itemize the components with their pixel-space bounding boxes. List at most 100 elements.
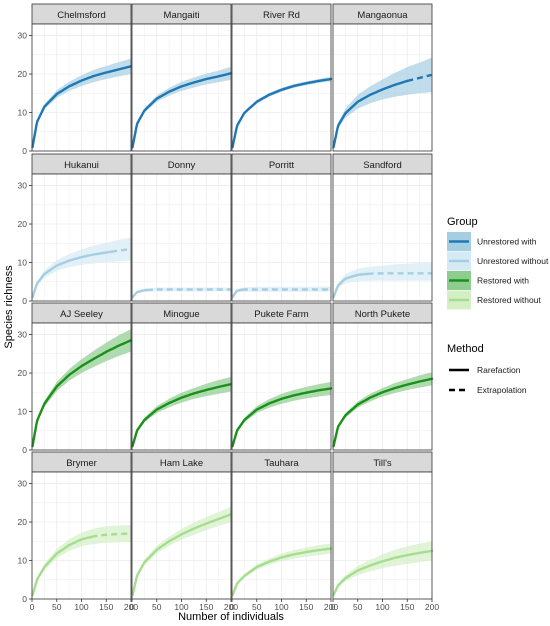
panel-border [332, 23, 433, 152]
legend-item-group: Unrestored without [447, 251, 549, 271]
legend-item-group: Restored without [447, 290, 541, 310]
panel-border [131, 322, 232, 451]
panel-border [131, 173, 232, 302]
x-tick-label: 50 [353, 602, 363, 612]
y-tick-label: 10 [18, 108, 28, 118]
rarefaction-line [332, 272, 369, 299]
y-tick-label: 20 [18, 517, 28, 527]
x-axis-title: Number of individuals [178, 611, 284, 623]
extrapolation-line [111, 247, 131, 253]
panel: Porritt [231, 153, 332, 302]
confidence-ribbon [132, 506, 231, 596]
panel: Ham Lake 0 50 100 150 200 [130, 451, 238, 612]
x-tick-label: 100 [174, 602, 188, 612]
legend-item-method: Extrapolation [449, 385, 527, 395]
panel: Sandford [332, 153, 433, 302]
panel: Hukanui 0 10 20 30 [18, 153, 132, 306]
x-tick-label: 150 [299, 602, 313, 612]
y-tick-label: 30 [18, 330, 28, 340]
panel: Donny [131, 153, 232, 302]
panel-strip-label: Sandford [363, 160, 402, 171]
panel-border [332, 173, 433, 302]
x-tick-label: 200 [324, 602, 338, 612]
y-tick-label: 10 [18, 258, 28, 268]
panel-border [131, 23, 232, 152]
y-tick-label: 20 [18, 368, 28, 378]
rarefaction-line [131, 72, 233, 149]
legend-label-group: Unrestored with [477, 237, 537, 247]
panel: Tauhara 0 50 100 150 200 [230, 451, 338, 612]
x-tick-label: 100 [274, 602, 288, 612]
x-tick-label: 200 [224, 602, 238, 612]
panel: River Rd [231, 3, 333, 152]
y-axis-title: Species richness [3, 265, 15, 349]
y-tick-label: 0 [22, 296, 27, 306]
panel-border [31, 173, 132, 302]
rarefaction-line [131, 288, 148, 299]
panel-strip-label: Mangaiti [164, 10, 200, 21]
method-legend-entries: Rarefaction Extrapolation [449, 365, 527, 395]
panel-strip-label: Tauhara [264, 458, 299, 469]
rarefaction-line [31, 535, 93, 597]
rarefaction-line [31, 65, 133, 149]
panel: Minogue [131, 302, 233, 451]
panel-border [332, 322, 433, 451]
confidence-ribbon [232, 543, 331, 596]
panel: Mangaonua [332, 3, 433, 152]
x-tick-label: 150 [400, 602, 414, 612]
method-legend-title: Method [447, 343, 484, 355]
legend-item-group: Unrestored with [447, 232, 537, 251]
panel-strip-label: Donny [168, 160, 196, 171]
legend-label-method: Extrapolation [477, 385, 527, 395]
x-tick-label: 0 [230, 602, 235, 612]
y-tick-label: 0 [22, 146, 27, 156]
panel-border [231, 322, 332, 451]
y-tick-label: 30 [18, 31, 28, 41]
panel-strip-label: Hukanui [64, 160, 99, 171]
y-tick-label: 0 [22, 594, 27, 604]
x-tick-label: 50 [252, 602, 262, 612]
x-tick-label: 100 [375, 602, 389, 612]
panel-strip-label: Brymer [66, 458, 97, 469]
legend-label-group: Restored with [477, 276, 529, 286]
confidence-ribbon [333, 262, 432, 298]
x-tick-label: 50 [52, 602, 62, 612]
x-tick-label: 150 [99, 602, 113, 612]
x-tick-label: 50 [152, 602, 162, 612]
panel-strip-label: AJ Seeley [60, 309, 103, 320]
panel-strip-label: Chelmsford [57, 10, 106, 21]
confidence-ribbon [32, 329, 131, 447]
legend-label-group: Restored without [477, 295, 541, 305]
x-tick-label: 0 [30, 602, 35, 612]
group-legend-entries: Unrestored with Unrestored without Restore… [447, 232, 549, 310]
rarefaction-line [131, 383, 233, 448]
extrapolation-line [367, 272, 432, 276]
panel-strip-label: Ham Lake [160, 458, 203, 469]
rarefaction-line [231, 77, 333, 149]
extrapolation-line [91, 532, 131, 539]
panel: Chelmsford 0 10 20 30 [18, 3, 133, 156]
panel-border [231, 173, 332, 302]
x-tick-label: 150 [199, 602, 213, 612]
x-tick-label: 100 [74, 602, 88, 612]
rarefaction-line [31, 250, 113, 299]
rarefaction-line [332, 79, 409, 149]
gridlines [31, 24, 132, 152]
panel: Brymer 0 10 20 30 0 50 100 150 200 [18, 451, 138, 612]
panel-strip-label: North Pukete [355, 309, 410, 320]
group-legend-title: Group [447, 216, 478, 228]
panel-strip-label: River Rd [263, 10, 300, 21]
confidence-ribbon [232, 382, 331, 447]
legend-label-group: Unrestored without [477, 256, 549, 266]
panel-strip-label: Porritt [269, 160, 295, 171]
y-tick-label: 20 [18, 69, 28, 79]
y-tick-label: 0 [22, 445, 27, 455]
legend-item-group: Restored with [447, 271, 529, 290]
panel-strip-label: Minogue [163, 309, 199, 320]
rarefaction-line [332, 549, 434, 597]
x-tick-label: 200 [425, 602, 439, 612]
panel: North Pukete [332, 302, 434, 451]
rarefaction-line [231, 387, 333, 448]
confidence-ribbon [32, 58, 131, 148]
